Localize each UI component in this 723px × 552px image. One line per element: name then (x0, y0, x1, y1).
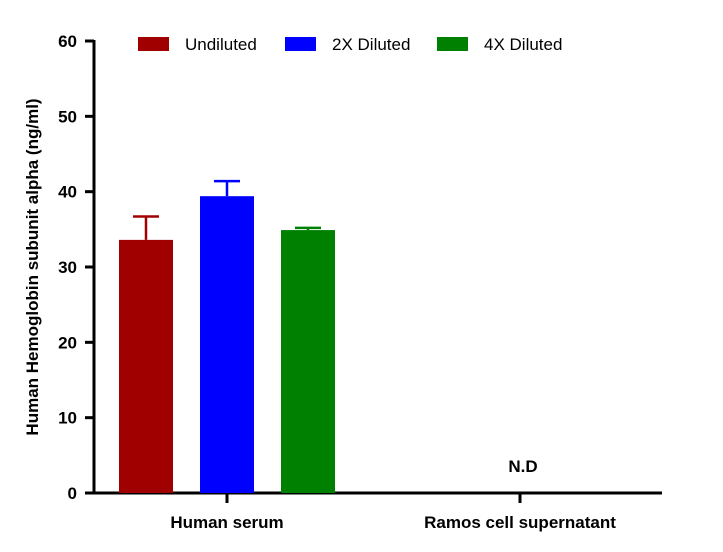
y-axis: 0 10 20 30 40 50 60 (58, 32, 96, 503)
y-axis-label: Human Hemoglobin subunit alpha (ng/ml) (23, 98, 42, 435)
annotations: N.D (508, 457, 537, 476)
legend-label: 4X Diluted (484, 35, 562, 54)
y-tick-label: 60 (58, 32, 77, 51)
y-tick-label: 30 (58, 258, 77, 277)
y-tick-label: 50 (58, 107, 77, 126)
legend-label: 2X Diluted (332, 35, 410, 54)
x-axis: Human serum Ramos cell supernatant (92, 491, 662, 532)
bar (119, 239, 173, 493)
bar (200, 196, 254, 494)
legend-swatch (437, 37, 468, 51)
bar (281, 230, 335, 493)
nd-annotation: N.D (508, 457, 537, 476)
x-category-label: Human serum (170, 513, 283, 532)
y-tick-label: 40 (58, 183, 77, 202)
y-tick-label: 10 (58, 409, 77, 428)
legend-swatch (285, 37, 316, 51)
y-tick-label: 0 (68, 484, 77, 503)
legend-label: Undiluted (185, 35, 257, 54)
legend-swatch (138, 37, 169, 51)
legend: Undiluted 2X Diluted 4X Diluted (138, 35, 562, 54)
y-tick-label: 20 (58, 333, 77, 352)
x-category-label: Ramos cell supernatant (424, 513, 616, 532)
bars (119, 179, 335, 494)
